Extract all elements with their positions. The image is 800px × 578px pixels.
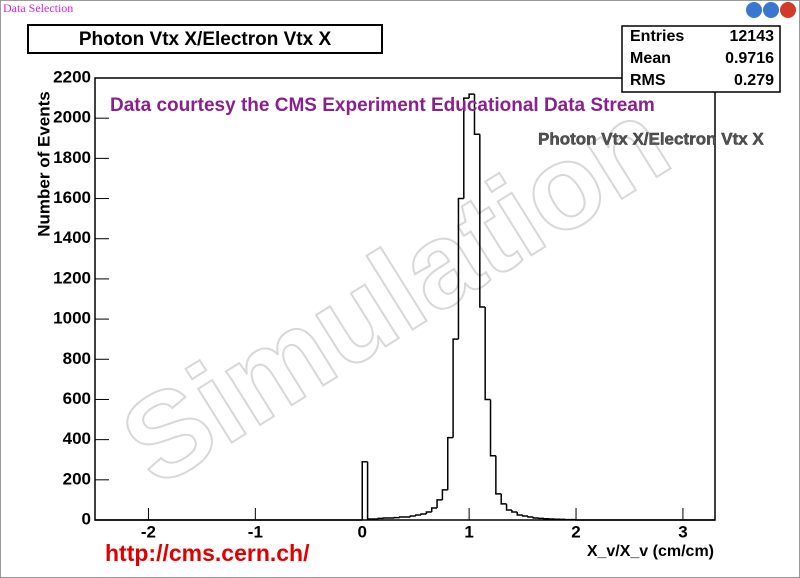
y-tick-label: 800 (63, 349, 91, 368)
histogram-bin (505, 503, 512, 511)
histogram-bin (366, 461, 373, 520)
y-tick-label: 1800 (53, 148, 91, 167)
histogram-bin (473, 94, 480, 136)
x-axis-label: X_v/X_v (cm/cm) (587, 543, 714, 560)
histogram-bin (511, 509, 518, 513)
x-tick-label: 1 (464, 522, 473, 541)
plot-frame (94, 77, 716, 521)
chart-title: Photon Vtx X/Electron Vtx X (79, 29, 332, 50)
window-title: Data Selection (3, 1, 73, 15)
stats-label: Entries (630, 28, 684, 45)
y-tick-label: 0 (82, 509, 91, 528)
y-tick-label: 2000 (53, 108, 91, 127)
stats: Entries 12143 Mean 0.9716 RMS 0.279 (630, 28, 774, 89)
y-axis-label: Number of Events (34, 91, 53, 236)
histogram-bin (414, 514, 422, 516)
stats-label: Mean (630, 50, 671, 67)
histogram-bin (398, 516, 405, 518)
y-tick-label: 1600 (53, 188, 91, 207)
histogram-bin (361, 460, 368, 520)
help-button[interactable] (746, 2, 762, 18)
histogram-bin (457, 197, 464, 340)
histogram-bin (409, 515, 416, 517)
plot: 0 200 400 600 800 1000 1200 1400 1600 1800 2000 220… (53, 67, 715, 541)
y-tick-label: 200 (63, 469, 91, 488)
histogram-bin (521, 514, 528, 517)
x-tick-label: 2 (571, 522, 580, 541)
histogram-bin (527, 515, 534, 518)
histogram-bin (479, 134, 486, 308)
x-tick-label: -1 (248, 522, 263, 541)
stats-label: RMS (630, 72, 666, 89)
close-button[interactable] (780, 2, 796, 18)
y-tick-label: 600 (63, 389, 91, 408)
x-tick-label: 3 (678, 522, 687, 541)
histogram-bin (436, 499, 443, 508)
stats-value: 12143 (730, 28, 775, 45)
histogram-bin (377, 517, 384, 520)
y-tick-label: 2200 (53, 67, 91, 86)
histogram-bin (468, 93, 475, 99)
histogram-bin (489, 399, 496, 457)
histogram-bin (484, 307, 491, 401)
stats-box (621, 25, 781, 93)
histogram-bin (447, 436, 454, 490)
histogram-bin (420, 513, 427, 515)
histogram-bin (425, 511, 432, 514)
legend-clip: Photon Vtx X/Electron Vtx X (538, 129, 765, 148)
histogram-bin (516, 511, 523, 516)
histogram-bin (532, 516, 539, 519)
histogram-bin (430, 507, 438, 512)
legend-label: Photon Vtx X/Electron Vtx X (538, 129, 764, 148)
x-tick-label: 0 (358, 522, 367, 541)
y-tick-label: 400 (63, 429, 91, 448)
histogram-bin (441, 489, 448, 500)
y-tick-label: 1000 (53, 309, 91, 328)
x-tick-label: -2 (141, 522, 156, 541)
settings-button[interactable] (763, 2, 779, 18)
y-tick-label: 1200 (53, 268, 91, 287)
histogram-bin (495, 455, 502, 495)
histogram-bin (463, 97, 470, 199)
courtesy-note: Data courtesy the CMS Experiment Educati… (110, 95, 655, 116)
stats-value: 0.279 (734, 72, 774, 89)
title-box (27, 24, 383, 54)
histogram-bin (500, 493, 507, 505)
y-tick-label: 1400 (53, 228, 91, 247)
histogram-bin (452, 338, 459, 438)
stats-value: 0.9716 (725, 50, 774, 67)
url: http://cms.cern.ch/ (105, 540, 310, 566)
